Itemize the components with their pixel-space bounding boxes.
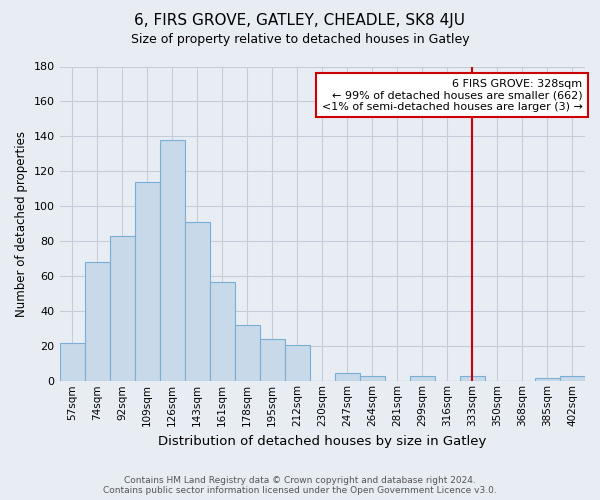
Text: 6, FIRS GROVE, GATLEY, CHEADLE, SK8 4JU: 6, FIRS GROVE, GATLEY, CHEADLE, SK8 4JU [134,12,466,28]
Bar [260,340,285,382]
Text: Contains HM Land Registry data © Crown copyright and database right 2024.: Contains HM Land Registry data © Crown c… [124,476,476,485]
Bar [209,282,235,382]
Bar [535,378,560,382]
Text: Contains public sector information licensed under the Open Government Licence v3: Contains public sector information licen… [103,486,497,495]
Text: Size of property relative to detached houses in Gatley: Size of property relative to detached ho… [131,32,469,46]
Bar [285,344,310,382]
Bar [235,326,260,382]
Bar [134,182,160,382]
Bar [460,376,485,382]
X-axis label: Distribution of detached houses by size in Gatley: Distribution of detached houses by size … [158,434,487,448]
Bar [59,343,85,382]
Text: 6 FIRS GROVE: 328sqm
← 99% of detached houses are smaller (662)
<1% of semi-deta: 6 FIRS GROVE: 328sqm ← 99% of detached h… [322,78,583,112]
Bar [335,372,360,382]
Bar [185,222,209,382]
Bar [160,140,185,382]
Bar [360,376,385,382]
Y-axis label: Number of detached properties: Number of detached properties [15,131,28,317]
Bar [85,262,110,382]
Bar [560,376,585,382]
Bar [110,236,134,382]
Bar [410,376,435,382]
